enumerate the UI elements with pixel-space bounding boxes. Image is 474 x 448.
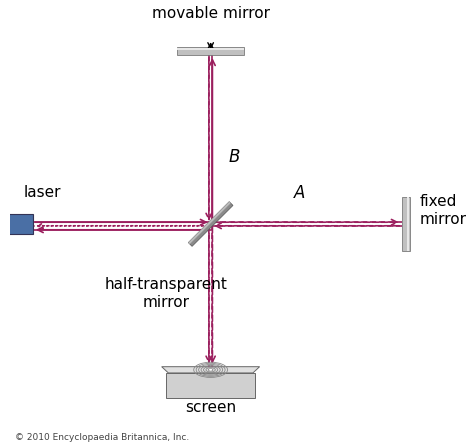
Text: screen: screen — [185, 400, 236, 415]
Text: laser: laser — [24, 185, 61, 199]
Bar — [177, 47, 244, 55]
Bar — [177, 47, 244, 50]
Bar — [402, 197, 410, 251]
Text: half-transparent
mirror: half-transparent mirror — [105, 277, 228, 310]
Bar — [407, 197, 409, 251]
Text: B: B — [228, 148, 240, 166]
Text: A: A — [294, 184, 305, 202]
Text: fixed
mirror: fixed mirror — [420, 194, 467, 227]
Polygon shape — [188, 202, 233, 246]
Polygon shape — [166, 373, 255, 398]
Bar — [0, 214, 33, 234]
Ellipse shape — [209, 369, 212, 370]
Polygon shape — [188, 202, 231, 244]
Text: © 2010 Encyclopaedia Britannica, Inc.: © 2010 Encyclopaedia Britannica, Inc. — [15, 433, 189, 442]
Polygon shape — [162, 367, 260, 373]
Text: movable mirror: movable mirror — [152, 6, 270, 22]
